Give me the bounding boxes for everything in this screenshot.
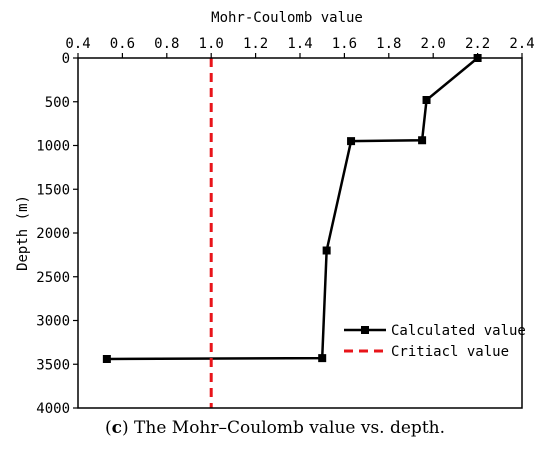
x-tick-label: 1.6 — [332, 36, 357, 52]
x-tick-label: 0.4 — [65, 36, 90, 52]
legend: Calculated value Critiacl value — [344, 323, 526, 360]
x-axis-title: Mohr-Coulomb value — [211, 10, 363, 26]
data-point-marker — [102, 355, 111, 363]
data-point-marker — [418, 136, 427, 145]
y-tick-label: 2500 — [36, 270, 70, 286]
x-tick-label: 1.4 — [287, 36, 312, 52]
x-axis-ticks: 0.4 0.6 0.8 1.0 1.2 1.4 1.6 1.8 2.0 2.2 2.4 — [65, 36, 535, 58]
caption-paren-close: ) — [121, 418, 129, 438]
data-point-marker — [422, 96, 431, 104]
x-tick-label: 2.4 — [509, 36, 534, 52]
y-tick-label: 4000 — [36, 401, 70, 417]
mohr-coulomb-depth-chart: 0.4 0.6 0.8 1.0 1.2 1.4 1.6 1.8 2.0 2.2 2.4 0 500 10… — [15, 10, 535, 417]
y-tick-label: 1500 — [36, 182, 70, 198]
data-point-marker — [347, 137, 356, 146]
x-tick-label: 0.8 — [154, 36, 179, 52]
legend-label: Calculated value — [391, 323, 526, 339]
y-axis-ticks: 0 500 1000 1500 2000 2500 3000 3500 4000 — [36, 51, 78, 417]
y-tick-label: 1000 — [36, 139, 70, 155]
x-tick-label: 0.6 — [110, 36, 135, 52]
x-tick-label: 1.2 — [243, 36, 268, 52]
caption-paren-open: ( — [104, 418, 112, 438]
y-tick-label: 3500 — [36, 357, 70, 373]
y-tick-label: 2000 — [36, 226, 70, 242]
x-tick-label: 2.2 — [465, 36, 490, 52]
data-point-marker — [318, 354, 327, 363]
plot-frame — [77, 57, 523, 409]
caption-label: c — [111, 418, 122, 438]
x-tick-label: 2.0 — [421, 36, 446, 52]
x-tick-label: 1.8 — [376, 36, 401, 52]
y-tick-label: 3000 — [36, 314, 70, 330]
y-tick-label: 500 — [45, 95, 70, 111]
legend-swatch-marker — [361, 326, 369, 334]
x-tick-label: 1.0 — [199, 36, 224, 52]
data-point-marker — [322, 246, 331, 255]
y-axis-title: Depth (m) — [15, 195, 31, 271]
y-tick-label: 0 — [62, 51, 70, 67]
legend-label: Critiacl value — [391, 344, 509, 360]
figure-caption: (c) The Mohr–Coulomb value vs. depth. — [0, 418, 550, 438]
series-line — [106, 57, 479, 361]
caption-text: The Mohr–Coulomb value vs. depth. — [128, 418, 446, 438]
